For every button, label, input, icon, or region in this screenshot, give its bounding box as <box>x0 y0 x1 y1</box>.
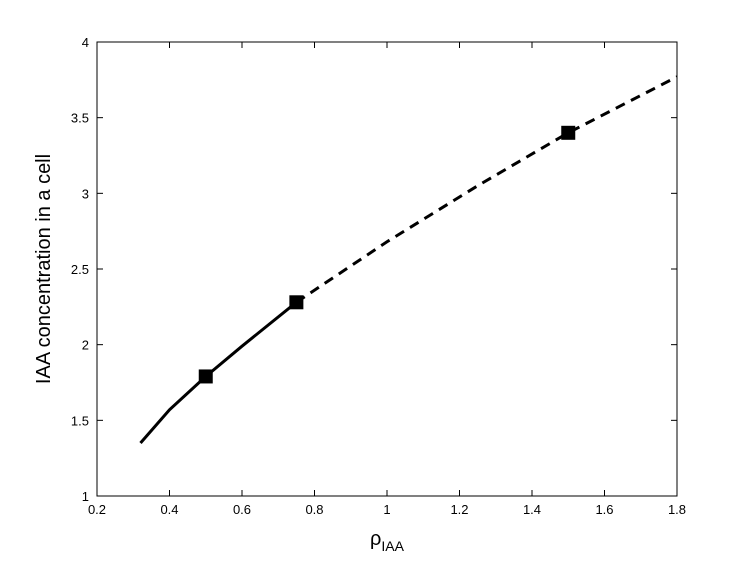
y-tick-label: 3.5 <box>71 111 89 126</box>
marker <box>561 125 576 140</box>
x-tick-label: 1 <box>383 502 390 517</box>
x-tick-label: 0.2 <box>88 502 106 517</box>
curve <box>139 301 298 445</box>
y-tick-label: 2.5 <box>71 262 89 277</box>
x-axis-label: ρIAA <box>370 528 405 554</box>
x-tick-label: 0.6 <box>233 502 251 517</box>
y-tick-label: 1 <box>82 489 89 504</box>
x-label-subscript: IAA <box>381 538 404 554</box>
x-tick-label: 0.8 <box>305 502 323 517</box>
y-tick-label: 1.5 <box>71 413 89 428</box>
x-tick-label: 1.4 <box>523 502 541 517</box>
marker <box>198 369 213 384</box>
y-tick-label: 3 <box>82 186 89 201</box>
x-tick-label: 0.4 <box>160 502 178 517</box>
y-tick-label: 4 <box>82 35 89 50</box>
plot-frame <box>96 41 678 497</box>
marker <box>289 295 304 310</box>
x-label-main: ρ <box>370 528 381 550</box>
x-tick-label: 1.2 <box>450 502 468 517</box>
x-tick-label: 1.6 <box>595 502 613 517</box>
x-tick-label: 1.8 <box>668 502 686 517</box>
y-axis-label: IAA concentration in a cell <box>33 154 55 384</box>
curve <box>295 75 678 304</box>
y-tick-label: 2 <box>82 338 89 353</box>
